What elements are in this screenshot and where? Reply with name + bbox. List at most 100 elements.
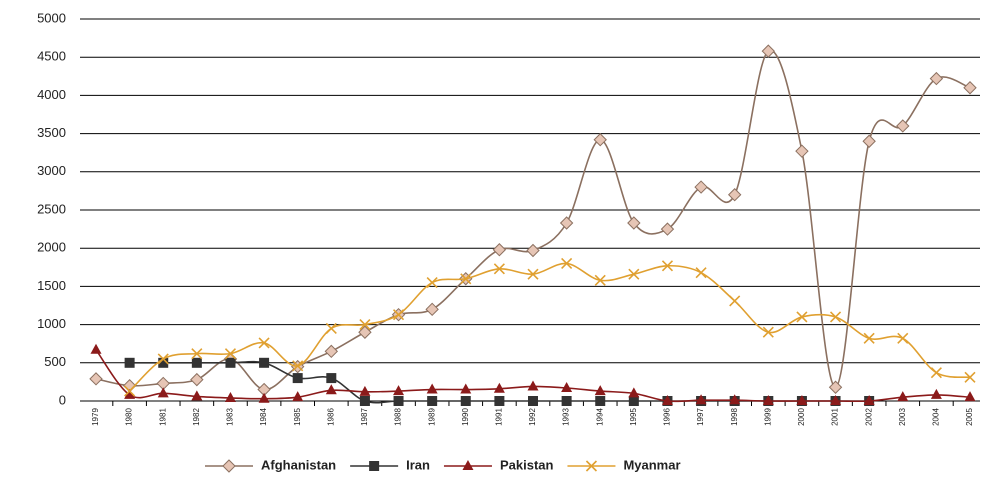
- marker: [460, 273, 472, 285]
- marker: [628, 268, 640, 280]
- marker: [559, 216, 574, 230]
- x-tick-label: 1999: [763, 408, 772, 426]
- marker: [964, 371, 976, 383]
- x-tick-label: 2005: [965, 408, 974, 426]
- x-tick-label: 1988: [394, 408, 403, 426]
- marker: [585, 460, 598, 472]
- marker: [930, 367, 942, 379]
- x-tick-label: 1994: [595, 408, 604, 426]
- marker: [292, 373, 303, 384]
- marker: [527, 268, 539, 280]
- marker: [462, 460, 474, 470]
- marker: [358, 325, 372, 339]
- marker: [324, 344, 339, 359]
- marker: [191, 357, 202, 368]
- marker: [124, 385, 136, 397]
- marker: [359, 396, 370, 406]
- marker: [628, 387, 640, 398]
- legend-label: Iran: [406, 457, 430, 472]
- marker: [393, 385, 405, 396]
- marker: [427, 396, 438, 406]
- series-line: [95, 49, 971, 391]
- marker: [963, 81, 977, 95]
- marker: [492, 243, 507, 257]
- x-tick-label: 1986: [326, 408, 335, 426]
- marker: [90, 343, 102, 354]
- marker: [561, 382, 573, 393]
- marker: [761, 44, 776, 58]
- marker: [369, 461, 380, 471]
- marker: [460, 383, 472, 394]
- x-tick-label: 1987: [360, 408, 369, 426]
- marker: [526, 243, 540, 258]
- marker: [292, 391, 304, 402]
- y-tick-label: 4000: [37, 87, 66, 102]
- legend-label: Pakistan: [500, 457, 554, 472]
- x-tick-label: 1998: [730, 408, 739, 426]
- x-tick-label: 2003: [898, 408, 907, 426]
- marker: [258, 337, 270, 349]
- marker: [594, 385, 606, 396]
- marker: [224, 348, 237, 360]
- x-tick-label: 1992: [528, 408, 537, 426]
- marker: [258, 392, 270, 403]
- marker: [493, 263, 505, 275]
- series-line: [129, 262, 971, 392]
- x-tick-label: 1997: [696, 408, 705, 426]
- marker: [795, 144, 809, 158]
- y-tick-label: 5000: [37, 10, 66, 25]
- marker: [259, 357, 270, 368]
- y-tick-label: 500: [44, 354, 66, 369]
- marker: [762, 395, 774, 405]
- marker: [862, 134, 876, 148]
- y-tick-label: 3000: [37, 163, 66, 178]
- marker: [694, 180, 708, 194]
- marker: [896, 119, 910, 133]
- x-tick-label: 2002: [864, 408, 873, 426]
- marker: [359, 319, 371, 331]
- legend: Afghanistan Iran Pakistan Myanmar: [205, 457, 681, 473]
- marker: [863, 332, 875, 344]
- marker: [829, 311, 842, 323]
- marker: [191, 390, 203, 401]
- marker: [661, 395, 673, 405]
- marker: [594, 274, 606, 286]
- marker: [325, 322, 337, 334]
- marker: [359, 385, 371, 396]
- marker: [393, 396, 404, 406]
- marker: [863, 395, 875, 405]
- marker: [527, 380, 539, 391]
- marker: [595, 396, 606, 406]
- y-tick-label: 2500: [37, 201, 66, 216]
- legend-label: Myanmar: [623, 457, 680, 472]
- x-tick-label: 1980: [125, 408, 134, 426]
- y-tick-label: 1000: [37, 316, 66, 331]
- x-tick-label: 1985: [293, 408, 302, 426]
- marker: [89, 372, 103, 386]
- marker: [593, 133, 607, 147]
- legend-label: Afghanistan: [261, 457, 336, 472]
- x-tick-label: 2001: [831, 408, 840, 426]
- x-tick-label: 2004: [931, 408, 940, 426]
- marker: [762, 326, 774, 338]
- x-tick-label: 1990: [461, 408, 470, 426]
- marker: [292, 360, 304, 372]
- x-tick-label: 2000: [797, 408, 806, 426]
- marker: [158, 357, 169, 368]
- x-tick-label: 1993: [562, 408, 571, 426]
- x-tick-label: 1983: [226, 408, 235, 426]
- marker: [124, 357, 135, 368]
- marker: [695, 267, 707, 279]
- marker: [157, 387, 169, 398]
- x-tick-label: 1984: [259, 408, 268, 426]
- marker: [964, 391, 976, 402]
- marker: [628, 396, 639, 406]
- marker: [493, 382, 505, 393]
- marker: [796, 395, 808, 405]
- marker: [190, 372, 204, 387]
- marker: [729, 394, 741, 405]
- marker: [930, 388, 942, 399]
- marker: [528, 396, 538, 406]
- marker: [225, 357, 236, 368]
